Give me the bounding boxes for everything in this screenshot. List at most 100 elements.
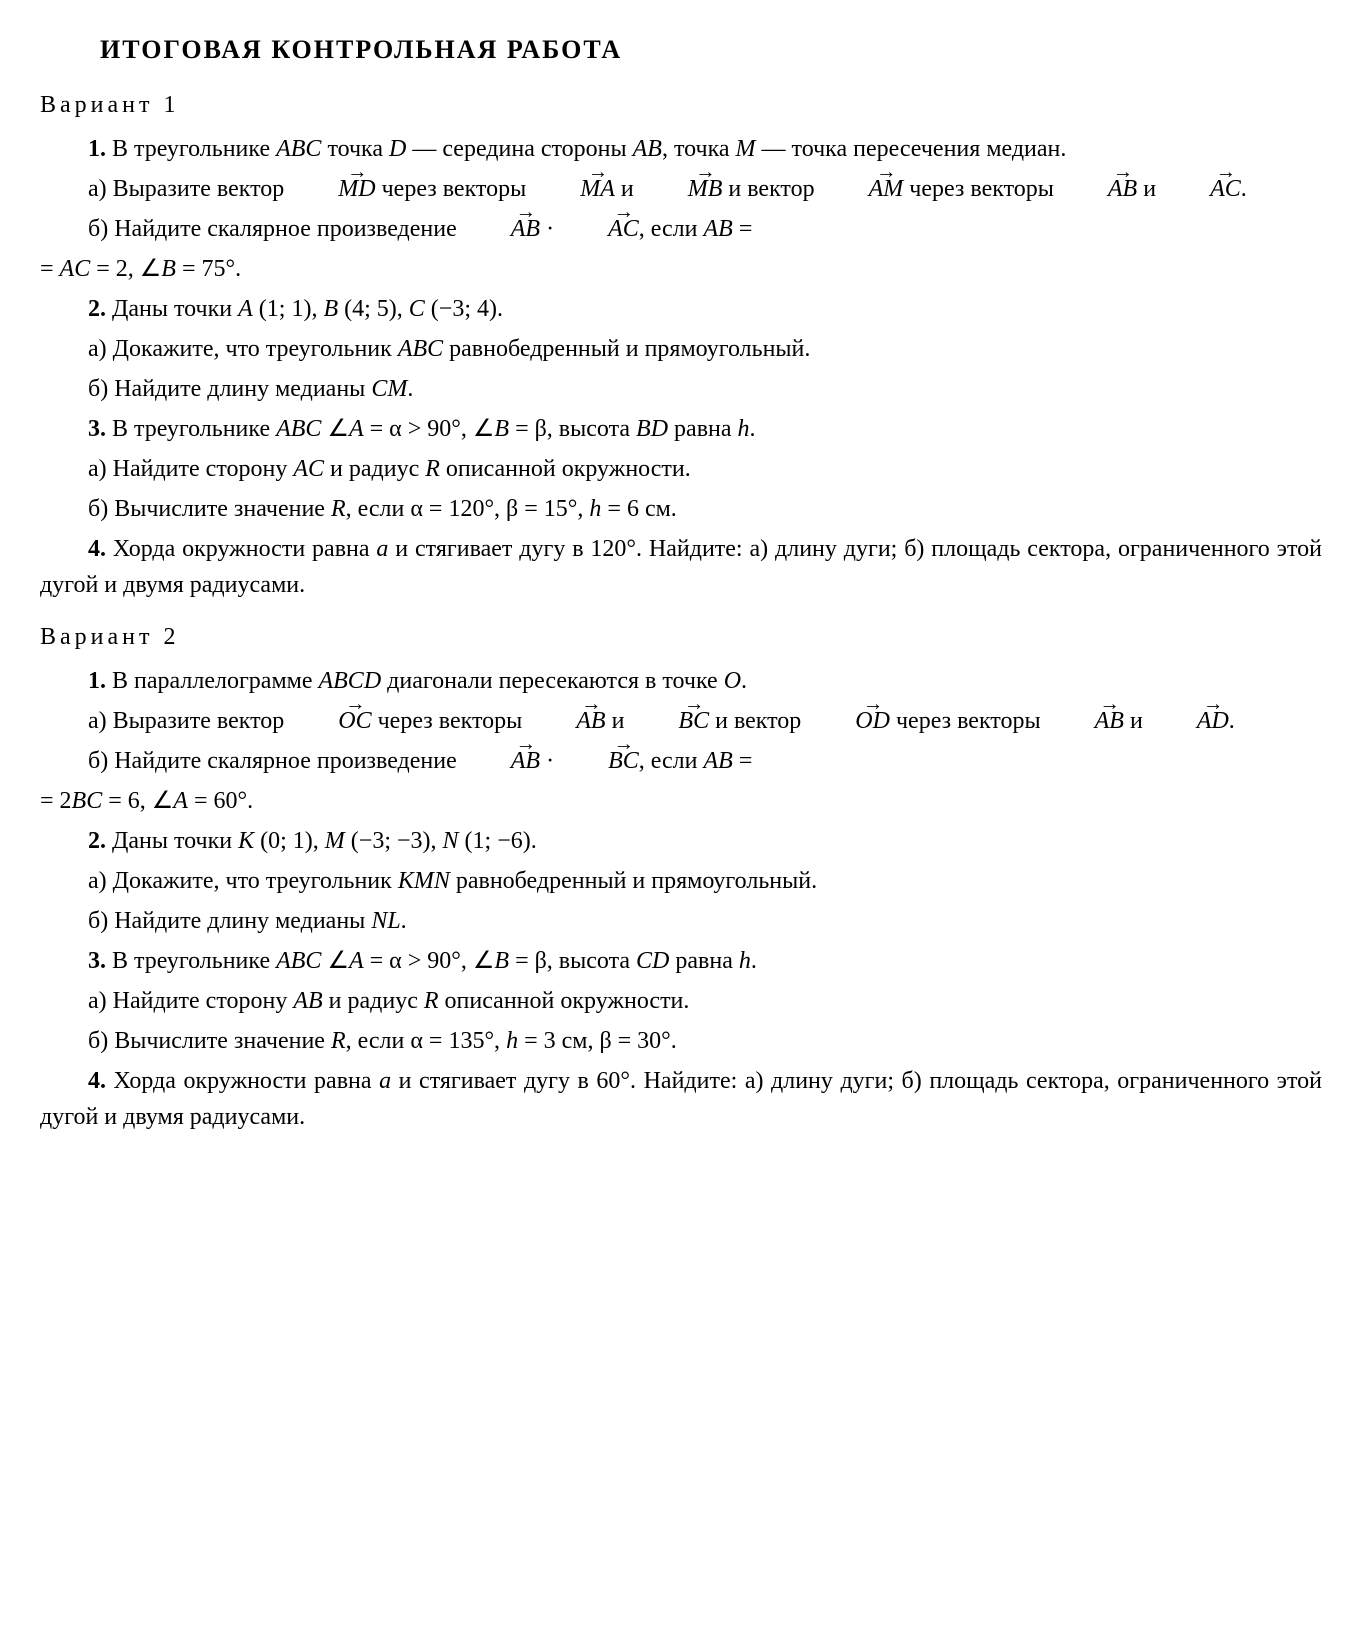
text: . (751, 948, 757, 974)
problem-number: 2. (88, 828, 106, 854)
text: а) Найдите сторону (88, 988, 293, 1014)
text: · (540, 748, 560, 774)
math-var: R (424, 988, 439, 1014)
text: = 6 см. (601, 496, 676, 522)
vector: BC (630, 703, 709, 739)
text: = β, высота (509, 416, 636, 442)
text: , если (639, 748, 704, 774)
text: равнобедренный и прямоугольный. (450, 868, 817, 894)
math-var: D (389, 136, 406, 162)
v1-problem-2a: а) Докажите, что треугольник ABC равнобе… (40, 331, 1322, 367)
v2-problem-2b: б) Найдите длину медианы NL. (40, 903, 1322, 939)
problem-number: 1. (88, 136, 106, 162)
text: В треугольнике (106, 136, 276, 162)
math-var: A (173, 788, 188, 814)
text: = (733, 216, 753, 242)
text: = 2, ∠ (90, 256, 161, 282)
math-var: h (506, 1028, 518, 1054)
text: (1; −6). (459, 828, 537, 854)
text: В параллелограмме (106, 668, 318, 694)
math-var: B (161, 256, 176, 282)
text: (−3; −3), (345, 828, 443, 854)
text: б) Найдите длину медианы (88, 376, 371, 402)
math-var: AB (703, 216, 732, 242)
math-var: A (238, 296, 253, 322)
text: Даны точки (106, 296, 238, 322)
text: . (401, 908, 407, 934)
text: = (733, 748, 753, 774)
math-var: CM (371, 376, 407, 402)
v1-problem-3b: б) Вычислите значение R, если α = 120°, … (40, 491, 1322, 527)
math-var: BC (72, 788, 103, 814)
math-var: N (443, 828, 459, 854)
math-var: a (376, 536, 388, 562)
text: б) Найдите скалярное произведение (88, 748, 463, 774)
math-var: KMN (398, 868, 450, 894)
variant-1-label: Вариант 1 (40, 87, 1322, 123)
math-var: h (738, 416, 750, 442)
text: а) Докажите, что треугольник (88, 336, 398, 362)
vector: OD (807, 703, 890, 739)
math-var: M (325, 828, 345, 854)
v2-problem-2: 2. Даны точки K (0; 1), M (−3; −3), N (1… (40, 823, 1322, 859)
text: ∠ (321, 948, 349, 974)
math-var: CD (636, 948, 669, 974)
text: (1; 1), (253, 296, 324, 322)
math-var: AB (703, 748, 732, 774)
text: Даны точки (106, 828, 238, 854)
text: а) Выразите вектор (88, 708, 290, 734)
problem-number: 3. (88, 416, 106, 442)
text: описанной окружности. (440, 456, 691, 482)
vector: BC (560, 743, 639, 779)
vector: AD (1149, 703, 1229, 739)
text: . (1241, 176, 1247, 202)
math-var: C (409, 296, 425, 322)
text: В треугольнике (106, 948, 276, 974)
v2-problem-3b: б) Вычислите значение R, если α = 135°, … (40, 1023, 1322, 1059)
text: . (741, 668, 747, 694)
text: б) Вычислите значение (88, 1028, 331, 1054)
math-var: B (494, 416, 509, 442)
text: б) Найдите скалярное произведение (88, 216, 463, 242)
text: = α > 90°, ∠ (364, 948, 495, 974)
v2-problem-3a: а) Найдите сторону AB и радиус R описанн… (40, 983, 1322, 1019)
text: . (1229, 708, 1235, 734)
text: . (750, 416, 756, 442)
text: Хорда окружности равна (106, 1068, 379, 1094)
document-title: ИТОГОВАЯ КОНТРОЛЬНАЯ РАБОТА (100, 30, 1322, 69)
v1-problem-3a: а) Найдите сторону AC и радиус R описанн… (40, 451, 1322, 487)
text: . (407, 376, 413, 402)
v1-problem-2b: б) Найдите длину медианы CM. (40, 371, 1322, 407)
text: через векторы (890, 708, 1047, 734)
text: = 3 см, β = 30°. (518, 1028, 677, 1054)
problem-number: 4. (88, 536, 106, 562)
math-var: AC (60, 256, 91, 282)
math-var: a (379, 1068, 391, 1094)
text: = β, высота (509, 948, 636, 974)
text: (4; 5), (338, 296, 409, 322)
text: а) Докажите, что треугольник (88, 868, 398, 894)
text: и вектор (709, 708, 807, 734)
math-var: AC (293, 456, 324, 482)
v1-problem-2: 2. Даны точки A (1; 1), B (4; 5), C (−3;… (40, 291, 1322, 327)
math-var: ABC (276, 416, 321, 442)
vector: AM (821, 171, 904, 207)
text: а) Найдите сторону (88, 456, 293, 482)
math-var: A (349, 948, 364, 974)
text: Хорда окружности равна (106, 536, 376, 562)
problem-number: 4. (88, 1068, 106, 1094)
text: и (1137, 176, 1162, 202)
text: (0; 1), (254, 828, 325, 854)
text: а) Выразите вектор (88, 176, 290, 202)
text: через векторы (903, 176, 1060, 202)
vector: AB (463, 211, 540, 247)
vector: AC (1162, 171, 1241, 207)
text: (−3; 4). (425, 296, 503, 322)
math-var: AB (293, 988, 322, 1014)
vector: AB (1047, 703, 1124, 739)
v2-problem-1a: а) Выразите вектор OC через векторы AB и… (40, 703, 1322, 739)
v2-problem-1b-cont: = 2BC = 6, ∠A = 60°. (40, 783, 1322, 819)
math-var: K (238, 828, 254, 854)
text: = α > 90°, ∠ (364, 416, 495, 442)
math-var: R (331, 1028, 346, 1054)
